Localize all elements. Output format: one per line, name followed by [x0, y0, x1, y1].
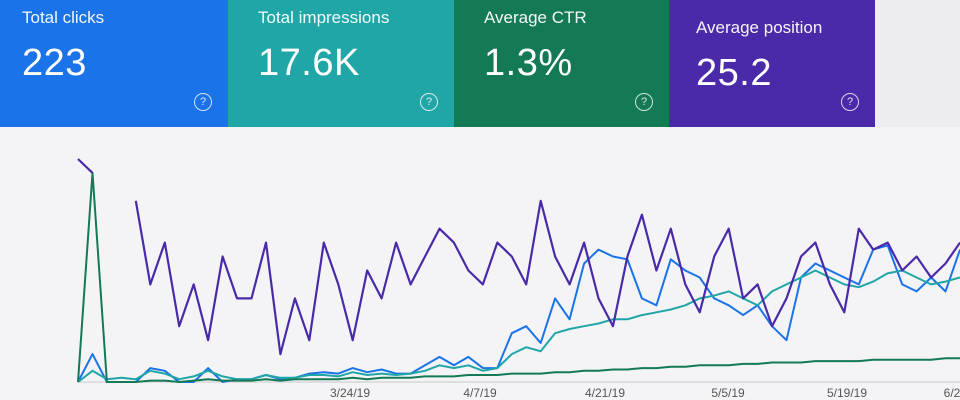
total-impressions-label: Total impressions — [258, 8, 390, 27]
x-tick-label: 6/2 — [944, 386, 960, 400]
total-clicks-card[interactable]: Total clicks 223 ? — [0, 0, 228, 127]
average-position-label: Average position — [696, 18, 823, 37]
x-tick-label: 3/24/19 — [330, 386, 370, 400]
total-impressions-card[interactable]: Total impressions 17.6K ? — [228, 0, 454, 127]
total-impressions-value: 17.6K — [258, 42, 360, 84]
series-line-4 — [77, 158, 960, 356]
average-position-value: 25.2 — [696, 52, 772, 94]
total-clicks-value: 223 — [22, 42, 87, 84]
metrics-bar: Total clicks 223 ? Total impressions 17.… — [0, 0, 875, 127]
performance-chart-area: 3/24/19 4/7/19 4/21/19 5/5/19 5/19/19 6/2 — [0, 127, 960, 400]
header-background — [875, 0, 960, 127]
average-ctr-value: 1.3% — [484, 42, 573, 84]
average-position-card[interactable]: Average position 25.2 ? — [669, 0, 875, 127]
average-ctr-label: Average CTR — [484, 8, 587, 27]
x-tick-label: 4/21/19 — [585, 386, 625, 400]
average-ctr-card[interactable]: Average CTR 1.3% ? — [454, 0, 669, 127]
x-tick-label: 4/7/19 — [463, 386, 497, 400]
performance-chart: 3/24/19 4/7/19 4/21/19 5/5/19 5/19/19 6/2 — [77, 158, 960, 400]
help-icon[interactable]: ? — [841, 93, 859, 111]
series-line-3 — [77, 171, 960, 383]
series-line-2 — [77, 269, 960, 383]
x-tick-label: 5/5/19 — [711, 386, 745, 400]
total-clicks-label: Total clicks — [22, 8, 105, 27]
help-icon[interactable]: ? — [194, 93, 212, 111]
x-tick-label: 5/19/19 — [827, 386, 867, 400]
help-icon[interactable]: ? — [635, 93, 653, 111]
help-icon[interactable]: ? — [420, 93, 438, 111]
